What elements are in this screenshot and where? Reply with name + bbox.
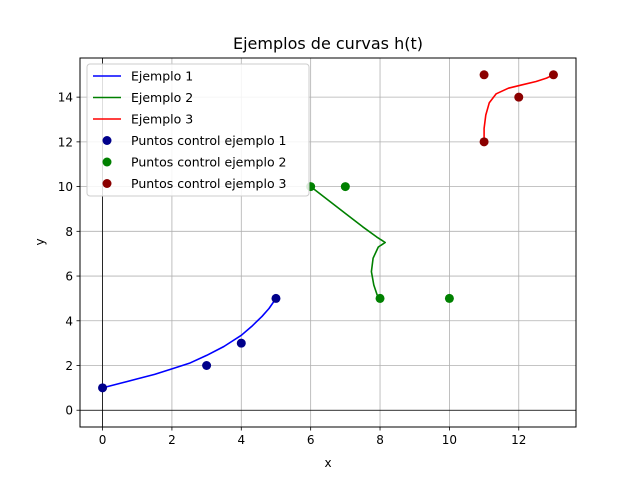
legend-label: Ejemplo 2 (131, 90, 193, 105)
x-tick-label: 8 (376, 433, 384, 447)
control-point-puntos-control-ejemplo-2 (375, 293, 385, 303)
x-tick-label: 4 (237, 433, 245, 447)
legend-label: Puntos control ejemplo 2 (131, 155, 287, 170)
control-point-puntos-control-ejemplo-2 (340, 182, 350, 192)
x-tick-label: 2 (168, 433, 176, 447)
ticks: 0 2 4 6 8 10 12 0 2 4 6 8 10 12 14 (58, 91, 527, 447)
y-tick-label: 8 (65, 225, 73, 239)
plot-frame (79, 57, 577, 428)
control-point-puntos-control-ejemplo-3 (548, 70, 558, 80)
series-line-ejemplo-2 (310, 185, 387, 299)
x-axis-label: x (324, 456, 331, 470)
control-point-puntos-control-ejemplo-2 (444, 293, 454, 303)
legend-marker-swatch (102, 179, 112, 188)
legend-label: Puntos control ejemplo 1 (131, 133, 287, 148)
control-point-puntos-control-ejemplo-1 (98, 383, 108, 393)
control-point-puntos-control-ejemplo-1 (236, 338, 246, 348)
y-tick-label: 12 (58, 135, 73, 149)
x-tick-label: 12 (511, 433, 526, 447)
control-point-puntos-control-ejemplo-1 (202, 361, 212, 370)
legend-label: Ejemplo 3 (131, 112, 193, 127)
legend-label: Puntos control ejemplo 3 (131, 176, 287, 191)
y-axis-label: y (33, 238, 47, 245)
control-point-puntos-control-ejemplo-3 (479, 137, 489, 147)
control-point-puntos-control-ejemplo-3 (479, 70, 489, 80)
y-tick-label: 2 (65, 359, 73, 373)
chart-title: Ejemplos de curvas h(t) (233, 34, 423, 53)
legend-marker-swatch (102, 136, 112, 145)
control-point-puntos-control-ejemplo-3 (514, 92, 524, 102)
x-tick-label: 10 (442, 433, 457, 447)
y-tick-label: 6 (65, 270, 73, 284)
x-tick-label: 0 (99, 433, 107, 447)
series-line-ejemplo-3 (483, 74, 554, 142)
legend-label: Ejemplo 1 (131, 69, 193, 84)
y-tick-label: 0 (65, 404, 73, 418)
y-tick-label: 4 (65, 314, 73, 328)
legend-box (86, 63, 310, 197)
series-line-ejemplo-1 (102, 297, 277, 389)
x-tick-label: 6 (307, 433, 315, 447)
legend-marker-swatch (102, 157, 112, 167)
y-tick-label: 10 (58, 180, 73, 194)
control-point-puntos-control-ejemplo-1 (271, 293, 281, 303)
legend: Ejemplo 1 Ejemplo 2 Ejemplo 3 Puntos contro… (86, 63, 310, 197)
y-tick-label: 14 (58, 91, 73, 105)
series-layer (98, 70, 558, 393)
